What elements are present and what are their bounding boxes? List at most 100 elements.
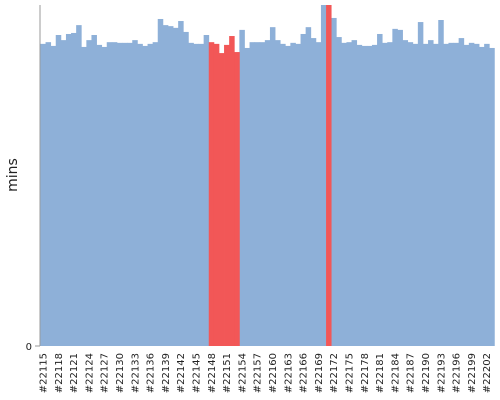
build-column (65, 33, 72, 347)
x-tick-label: #22145 (192, 353, 203, 393)
x-tick-label: #22190 (421, 353, 432, 393)
build-column (111, 42, 118, 346)
build-column (346, 42, 352, 346)
build-column (157, 18, 164, 347)
build-column (106, 42, 113, 346)
x-tick-label: #22157 (253, 353, 264, 393)
x-tick-label: #22136 (146, 353, 157, 393)
build-column (81, 46, 87, 347)
build-column (484, 43, 490, 347)
build-column (86, 40, 92, 347)
build-column (387, 42, 393, 346)
build-column (71, 32, 77, 346)
build-column (397, 29, 403, 346)
build-column (173, 27, 179, 347)
build-column (198, 43, 205, 347)
build-column (407, 42, 414, 346)
build-column (188, 42, 194, 346)
x-tick-label: #22184 (390, 353, 401, 393)
build-column (91, 35, 97, 347)
build-column (76, 25, 82, 347)
build-column (254, 42, 261, 346)
build-column (218, 53, 225, 347)
x-tick-label: #22160 (268, 353, 279, 393)
x-tick-label: #22139 (161, 353, 172, 393)
build-column (443, 43, 449, 347)
build-column (366, 45, 373, 347)
x-tick-label: #22175 (345, 353, 356, 393)
build-column (356, 44, 363, 346)
build-column (60, 40, 67, 347)
build-column (132, 40, 138, 347)
build-column (122, 42, 128, 346)
build-column (402, 40, 409, 347)
build-column (239, 29, 245, 346)
build-column (229, 36, 235, 346)
build-column (116, 42, 123, 346)
build-column (320, 5, 327, 346)
y-axis-title: mins (5, 158, 21, 192)
build-column (392, 28, 398, 347)
build-column (203, 35, 210, 347)
build-column (377, 33, 383, 347)
build-column (208, 42, 215, 346)
x-tick-label: #22172 (329, 353, 340, 393)
build-column (45, 42, 52, 346)
build-column (336, 37, 342, 346)
x-tick-label: #22202 (482, 353, 493, 393)
build-column (468, 42, 475, 346)
build-column (224, 44, 230, 346)
build-column (331, 17, 337, 346)
build-column (351, 40, 358, 347)
x-tick-label: #22133 (130, 353, 141, 393)
build-column (428, 40, 434, 347)
build-column (213, 43, 220, 347)
build-column (458, 38, 465, 347)
build-column (234, 52, 240, 347)
build-column (371, 44, 378, 346)
build-column (249, 42, 256, 346)
build-column (137, 43, 143, 347)
build-column (417, 22, 424, 347)
x-tick-label: #22154 (237, 353, 248, 393)
build-column (448, 42, 454, 346)
build-column (489, 47, 495, 346)
build-column (259, 42, 266, 346)
build-column (147, 43, 154, 347)
x-tick-label: #22130 (115, 353, 126, 393)
x-tick-label: #22178 (360, 353, 371, 393)
build-column (193, 43, 199, 347)
x-tick-label: #22181 (375, 353, 386, 393)
build-column (142, 45, 148, 347)
x-tick-label: #22151 (222, 353, 233, 393)
build-column (269, 27, 276, 346)
build-column (473, 43, 480, 347)
build-column (264, 40, 271, 347)
x-tick-label: #22142 (176, 353, 187, 393)
x-tick-label: #22115 (39, 353, 50, 393)
build-column (295, 43, 301, 347)
x-tick-label: #22187 (406, 353, 417, 393)
build-column (326, 5, 332, 346)
build-column (50, 45, 57, 347)
build-column (382, 42, 388, 346)
build-column (127, 42, 133, 346)
build-column (162, 25, 169, 347)
build-column (244, 47, 250, 346)
build-column (183, 31, 189, 347)
x-tick-label: #22196 (452, 353, 463, 393)
build-column (101, 46, 108, 347)
build-column (167, 26, 174, 347)
build-column (96, 44, 103, 346)
build-column (412, 43, 419, 347)
build-column (290, 42, 296, 346)
build-column (305, 27, 312, 346)
build-column (275, 40, 281, 347)
build-column (438, 20, 444, 347)
x-tick-label: #22148 (207, 353, 218, 393)
x-tick-label: #22166 (299, 353, 310, 393)
x-tick-label: #22124 (84, 353, 95, 393)
build-column (361, 45, 368, 347)
x-tick-label: #22163 (283, 353, 294, 393)
build-column (479, 46, 485, 347)
